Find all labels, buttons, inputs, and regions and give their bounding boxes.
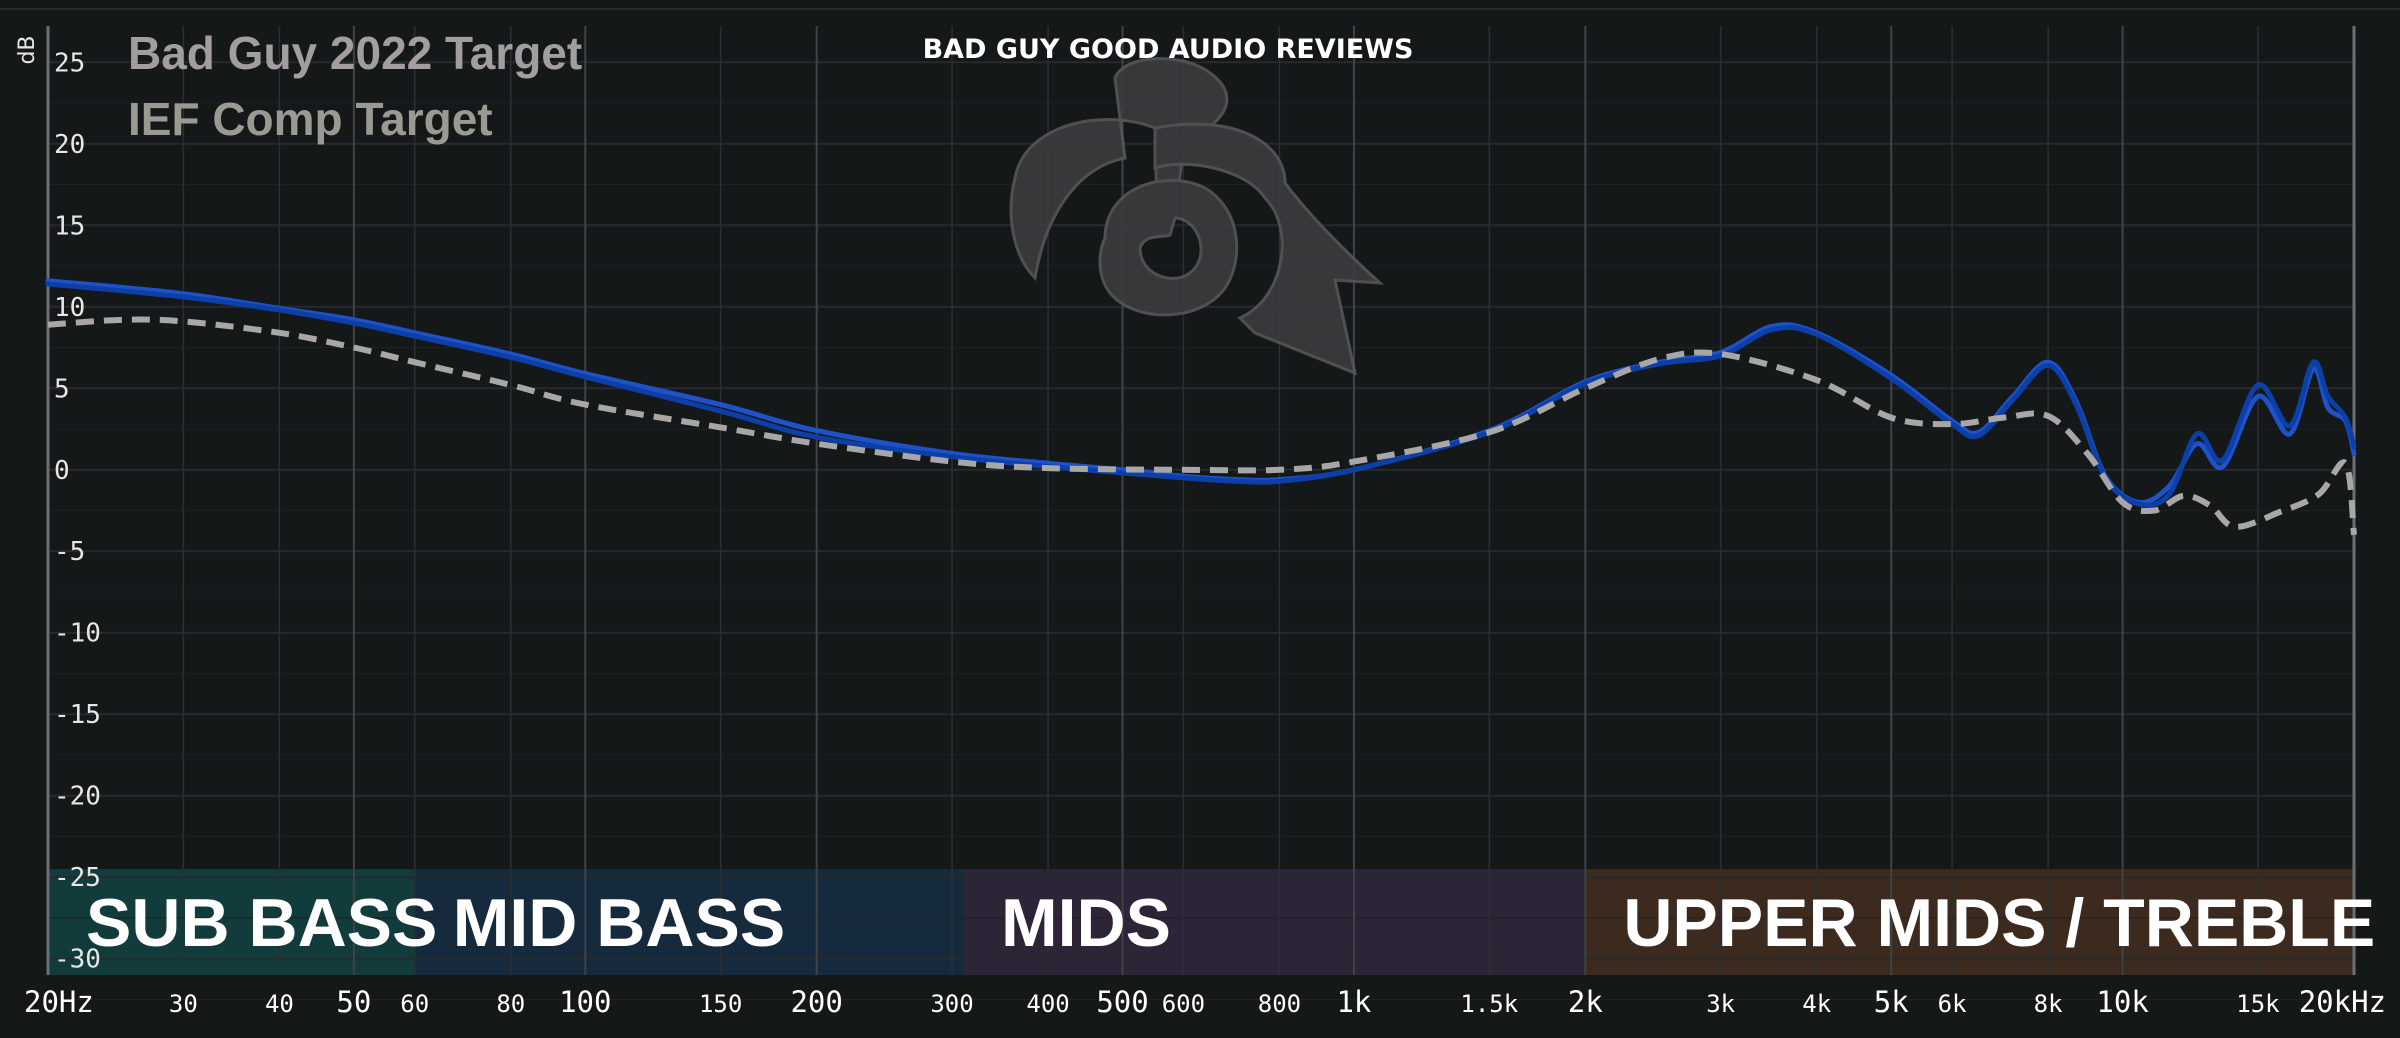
x-tick-label: 80	[496, 990, 525, 1018]
x-tick-label: 1.5k	[1460, 990, 1518, 1018]
logo-swirl-shape	[1009, 57, 1229, 282]
y-tick-label: -5	[54, 537, 85, 567]
grid-lines	[47, 26, 2355, 1000]
x-tick-label: 8k	[2034, 990, 2063, 1018]
band-mids	[962, 869, 1586, 975]
legend-entry-ief-comp-target[interactable]: IEF Comp Target	[128, 93, 493, 145]
y-tick-label: -30	[54, 945, 101, 975]
x-tick-label: 400	[1026, 990, 1069, 1018]
y-tick-label: 10	[54, 293, 85, 323]
y-axis-label: dB	[15, 35, 40, 64]
y-tick-label: 20	[54, 130, 85, 160]
legend-entry-bad-guy-2022-target[interactable]: Bad Guy 2022 Target	[128, 27, 582, 79]
band-label-mid-bass: MID BASS	[453, 885, 785, 961]
x-tick-label: 150	[699, 990, 742, 1018]
x-tick-label: 1k	[1336, 985, 1371, 1019]
y-tick-label: 5	[54, 374, 70, 404]
y-tick-label: -25	[54, 863, 101, 893]
brand-text: BAD GUY GOOD AUDIO REVIEWS	[923, 34, 1414, 65]
band-label-mids: MIDS	[1001, 885, 1171, 961]
x-tick-label: 20Hz	[24, 985, 94, 1019]
watermark-logo	[1009, 57, 1385, 376]
x-tick-label: 3k	[1706, 990, 1735, 1018]
y-tick-label: -15	[54, 700, 101, 730]
x-tick-label: 100	[559, 985, 611, 1019]
x-tick-label: 4k	[1802, 990, 1831, 1018]
y-tick-label: -10	[54, 619, 101, 649]
band-mid-bass	[414, 869, 963, 975]
x-tick-label: 10k	[2096, 985, 2149, 1019]
x-tick-label: 800	[1258, 990, 1301, 1018]
band-upper-mids-treble	[1585, 869, 2354, 975]
band-label-sub-bass: SUB BASS	[86, 885, 437, 961]
y-tick-label: 15	[54, 211, 85, 241]
y-tick-label: 0	[54, 456, 70, 486]
y-tick-label: 25	[54, 48, 85, 78]
x-tick-label: 5k	[1874, 985, 1909, 1019]
x-tick-label: 30	[169, 990, 198, 1018]
x-tick-label: 15k	[2236, 990, 2280, 1018]
x-tick-label: 500	[1096, 985, 1148, 1019]
logo-arrow-shape	[1153, 122, 1385, 376]
x-tick-label: 40	[265, 990, 294, 1018]
logo-ring-shape	[1098, 178, 1239, 317]
x-tick-label: 6k	[1938, 990, 1967, 1018]
x-tick-label: 60	[400, 990, 429, 1018]
x-tick-label: 300	[930, 990, 973, 1018]
x-tick-label: 20kHz	[2299, 985, 2386, 1019]
series	[45, 278, 2357, 536]
series-line-measurement-right	[45, 281, 2357, 508]
x-tick-label: 600	[1162, 990, 1205, 1018]
band-label-upper-mids-treble: UPPER MIDS / TREBLE	[1623, 885, 2375, 961]
band-labels: SUB BASS MID BASS MIDS UPPER MIDS / TREBLE	[86, 885, 2375, 961]
y-tick-label: -20	[54, 782, 101, 812]
x-tick-label: 50	[336, 985, 371, 1019]
x-tick-label: 2k	[1568, 985, 1603, 1019]
x-tick-label: 200	[790, 985, 842, 1019]
series-line-target	[47, 316, 2357, 536]
frequency-bands	[48, 869, 2354, 975]
legend: Bad Guy 2022 Target IEF Comp Target	[128, 27, 582, 145]
